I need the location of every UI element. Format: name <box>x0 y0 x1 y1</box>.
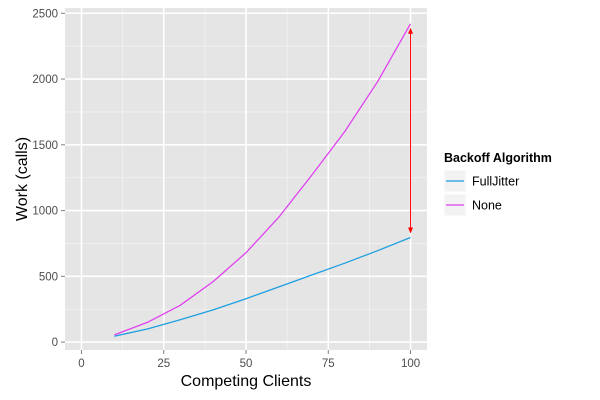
y-tick-label: 1500 <box>32 140 58 152</box>
series-line-none <box>114 23 412 336</box>
x-tick-label: 25 <box>157 358 170 370</box>
legend-label-none: None <box>472 199 502 213</box>
y-tick-label: 0 <box>52 337 58 349</box>
y-axis: 0 500 1000 1500 2000 2500 <box>32 8 65 349</box>
annotation-arrowhead-bottom <box>408 227 414 234</box>
series-line-fulljitter <box>114 236 411 337</box>
x-axis: 0 25 50 75 100 <box>78 350 420 370</box>
y-tick-label: 500 <box>39 271 58 283</box>
y-tick-label: 2000 <box>32 74 58 86</box>
legend-title: Backoff Algorithm <box>444 151 552 165</box>
annotation-layer <box>408 27 414 234</box>
x-axis-title: Competing Clients <box>181 373 312 390</box>
x-tick-label: 75 <box>322 358 335 370</box>
legend-items: FullJitter None <box>443 169 519 217</box>
series-layer <box>114 23 412 337</box>
x-tick-label: 0 <box>78 358 84 370</box>
y-tick-label: 2500 <box>32 8 58 20</box>
x-tick-label: 50 <box>240 358 253 370</box>
legend-label-fulljitter: FullJitter <box>472 175 519 189</box>
legend: Backoff Algorithm FullJitter None <box>443 151 552 217</box>
x-tick-label: 100 <box>401 358 420 370</box>
y-axis-title: Work (calls) <box>14 137 31 221</box>
y-tick-label: 1000 <box>32 206 58 218</box>
annotation-arrowhead-top <box>408 27 414 34</box>
